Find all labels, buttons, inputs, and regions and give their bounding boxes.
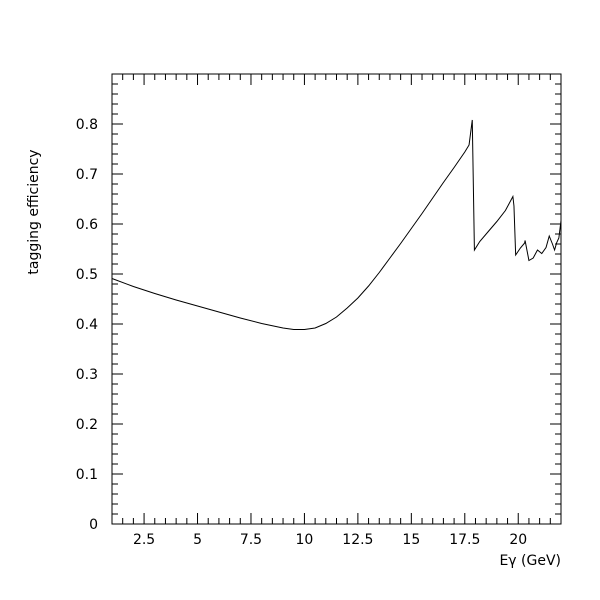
- y-axis-title: tagging efficiency: [26, 149, 42, 274]
- x-tick-label: 2.5: [133, 532, 155, 548]
- tick-labels: 2.5 5 7.5 10 12.5 15 17.5 20 0 0.1 0.2 0.3 0.4 0.5 0.6…: [76, 117, 527, 548]
- y-tick-label: 0.2: [76, 417, 98, 433]
- x-tick-label: 7.5: [240, 532, 262, 548]
- x-tick-label: 12.5: [342, 532, 373, 548]
- plot-frame: [111, 73, 562, 525]
- y-tick-label: 0.1: [76, 467, 98, 483]
- y-tick-label: 0.8: [76, 117, 98, 133]
- x-tick-label: 20: [509, 532, 527, 548]
- y-tick-label: 0.7: [76, 167, 98, 183]
- efficiency-curve: [111, 119, 562, 330]
- y-tick-label: 0.5: [76, 267, 98, 283]
- x-tick-label: 10: [296, 532, 314, 548]
- x-tick-label: 15: [402, 532, 420, 548]
- x-tick-label: 17.5: [449, 532, 480, 548]
- tick-marks: [111, 73, 562, 525]
- x-axis-title: Eγ (GeV): [499, 553, 561, 569]
- y-tick-label: 0.6: [76, 217, 98, 233]
- y-tick-label: 0: [89, 517, 98, 533]
- x-tick-label: 5: [193, 532, 202, 548]
- y-tick-label: 0.3: [76, 367, 98, 383]
- y-tick-label: 0.4: [76, 317, 98, 333]
